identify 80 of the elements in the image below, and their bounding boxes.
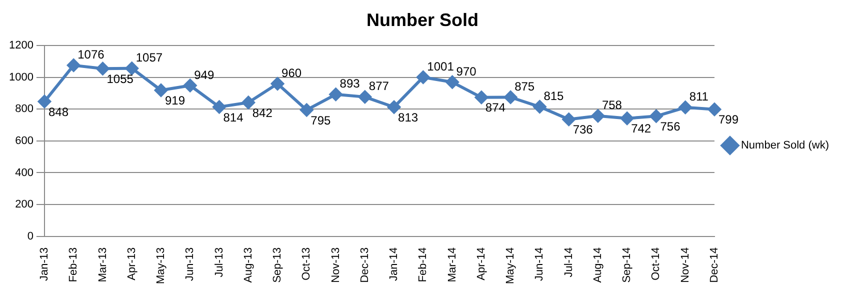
- data-label: 893: [340, 76, 360, 91]
- x-tick-label: Dec-13: [358, 247, 371, 283]
- x-tick-label: Jul-13: [213, 247, 226, 278]
- y-tick-label: 600: [15, 134, 34, 147]
- data-label: 949: [194, 68, 214, 82]
- x-tick-label: Jul-14: [562, 247, 575, 278]
- point: [533, 100, 546, 114]
- x-tick-label: Jan-14: [388, 247, 400, 281]
- point: [184, 78, 197, 92]
- point: [708, 102, 721, 116]
- x-tick-label: Nov-14: [679, 247, 692, 283]
- data-label: 1055: [106, 72, 134, 86]
- x-tick-label: Nov-13: [330, 247, 342, 283]
- x-tick-label: Feb-13: [68, 247, 80, 282]
- data-label: 795: [310, 113, 331, 128]
- x-tick-label: May-13: [155, 247, 168, 284]
- legend-label: Number Sold (wk): [740, 140, 830, 152]
- data-label: 842: [252, 106, 273, 120]
- data-label: 756: [660, 119, 681, 134]
- point: [271, 77, 284, 90]
- x-tick-label: Sep-13: [272, 247, 284, 283]
- point: [650, 110, 663, 123]
- x-tick-label: Jun-13: [184, 247, 196, 281]
- data-label: 960: [282, 66, 302, 80]
- data-label: 742: [631, 122, 652, 136]
- data-label: 1001: [427, 60, 454, 74]
- data-label: 758: [602, 98, 622, 112]
- x-tick-label: Apr-14: [475, 247, 488, 280]
- point: [300, 103, 314, 116]
- data-label: 1057: [136, 50, 163, 65]
- y-tick-label: 0: [27, 230, 34, 242]
- point: [67, 58, 80, 72]
- y-tick-label: 800: [15, 103, 34, 116]
- chart-title: Number Sold: [366, 10, 479, 30]
- data-label: 919: [164, 94, 186, 108]
- x-tick-label: Jun-14: [534, 247, 546, 281]
- data-label: 970: [456, 64, 477, 78]
- point: [329, 88, 342, 101]
- point: [446, 76, 459, 89]
- data-label: 1076: [78, 48, 105, 62]
- point: [416, 70, 430, 84]
- y-tick-label: 200: [15, 198, 34, 211]
- point: [358, 90, 372, 104]
- data-label: 811: [689, 90, 709, 104]
- point: [474, 90, 488, 104]
- data-label: 814: [223, 110, 244, 124]
- x-tick-label: May-14: [504, 247, 517, 284]
- data-label: 799: [718, 112, 739, 127]
- point: [212, 100, 226, 114]
- x-tick-label: Apr-13: [126, 247, 138, 280]
- x-tick-label: Feb-14: [417, 247, 430, 282]
- point: [620, 112, 634, 125]
- x-tick-label: Jan-13: [38, 247, 50, 281]
- point: [504, 90, 518, 104]
- point: [388, 100, 401, 114]
- point: [242, 96, 255, 109]
- x-tick-label: Mar-13: [96, 247, 109, 282]
- data-label: 813: [398, 110, 418, 124]
- point: [678, 100, 692, 114]
- data-label: 736: [572, 122, 594, 137]
- y-tick-label: 400: [15, 166, 34, 179]
- point: [125, 62, 138, 75]
- data-label: 874: [485, 100, 506, 115]
- x-tick-label: Oct-14: [650, 247, 662, 280]
- data-label: 815: [544, 89, 564, 104]
- x-tick-label: Sep-14: [621, 247, 634, 283]
- x-tick-label: Aug-13: [242, 247, 254, 283]
- data-label: 875: [514, 80, 535, 94]
- y-tick-label: 1000: [8, 71, 34, 84]
- point: [562, 112, 576, 126]
- x-tick-label: Aug-14: [592, 247, 604, 283]
- data-label: 848: [48, 104, 69, 119]
- point: [96, 62, 110, 76]
- point: [154, 84, 168, 97]
- data-label: 877: [368, 79, 390, 94]
- x-tick-label: Oct-13: [300, 247, 313, 280]
- point: [591, 109, 604, 122]
- x-tick-label: Mar-14: [446, 247, 458, 282]
- y-tick-label: 1200: [8, 40, 34, 52]
- x-tick-label: Dec-14: [708, 247, 721, 283]
